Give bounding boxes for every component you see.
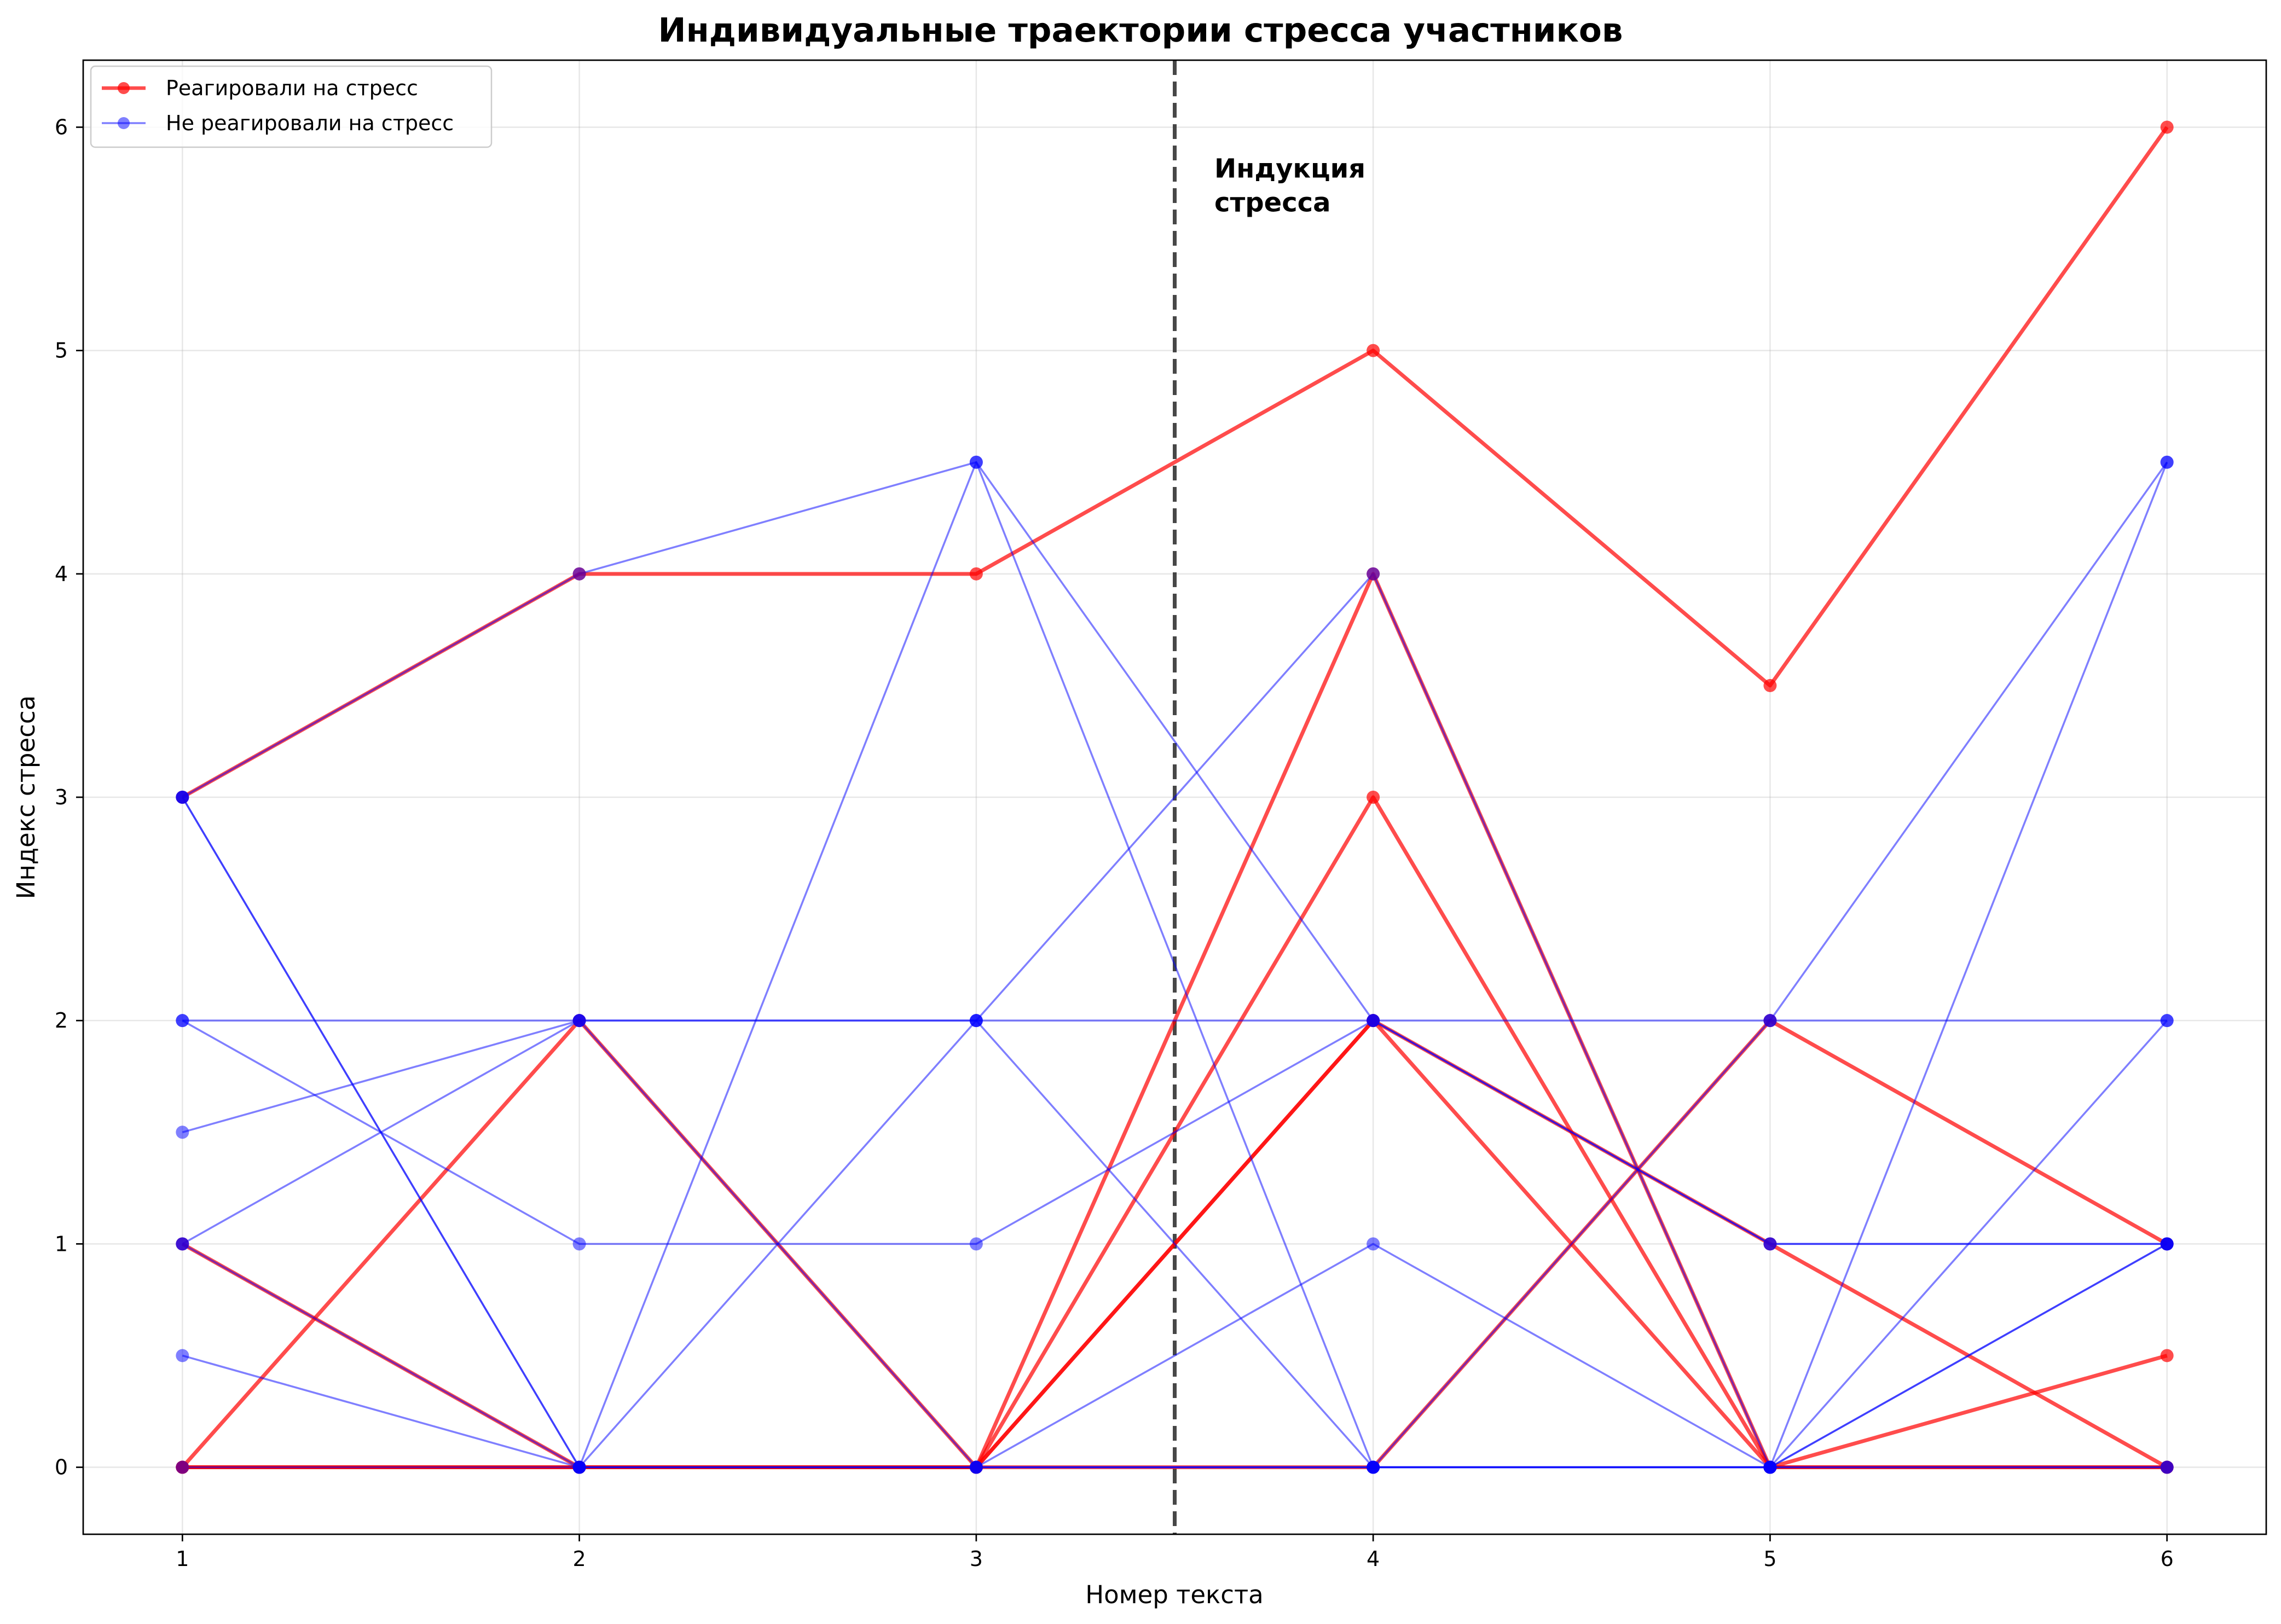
legend: Реагировали на стресс Не реагировали на … bbox=[90, 65, 493, 148]
y-tick-label-4: 4 bbox=[55, 562, 68, 586]
x-tick-label-4: 4 bbox=[1367, 1547, 1380, 1571]
y-tick-label-3: 3 bbox=[55, 785, 68, 809]
non-responder-point-16-2 bbox=[572, 1460, 586, 1474]
non-responder-point-12-3 bbox=[969, 455, 983, 469]
non-responder-point-13-1 bbox=[176, 1014, 189, 1028]
x-tick-label-2: 2 bbox=[572, 1547, 586, 1571]
responder-point-1-3 bbox=[969, 567, 983, 581]
non-responder-point-15-6 bbox=[2160, 1237, 2174, 1251]
non-responder-point-13-3 bbox=[969, 1237, 983, 1251]
non-responder-point-12-1 bbox=[176, 1349, 189, 1362]
non-responder-trajectory-10 bbox=[182, 462, 2168, 1469]
non-responder-point-16-4 bbox=[1367, 1460, 1380, 1474]
legend-label-responders: Реагировали на стресс bbox=[166, 76, 418, 100]
responder-point-1-5 bbox=[1763, 678, 1777, 692]
non-responder-point-14-4 bbox=[1367, 1237, 1380, 1251]
y-tick-label-1: 1 bbox=[55, 1232, 68, 1256]
y-axis-label: Индекс стресса bbox=[11, 695, 40, 899]
non-responder-trajectory-12 bbox=[182, 461, 2168, 1469]
y-tick-label-6: 6 bbox=[55, 115, 68, 139]
legend-marker-non-responders bbox=[118, 117, 130, 129]
non-responder-point-11-2 bbox=[572, 1014, 586, 1028]
legend-label-non-responders: Не реагировали на стресс bbox=[166, 111, 454, 135]
x-axis-ticks: 1 2 3 4 5 6 bbox=[176, 1534, 2174, 1571]
non-responder-point-13-5 bbox=[1763, 1237, 1777, 1251]
non-responder-point-15-1 bbox=[176, 791, 189, 804]
responder-point-4-4 bbox=[1367, 791, 1380, 804]
non-responder-point-16-3 bbox=[969, 1460, 983, 1474]
x-axis-label: Номер текста bbox=[1085, 1580, 1263, 1609]
legend-marker-responders bbox=[118, 82, 130, 94]
annotation-stress-induction: Индукция стресса bbox=[1214, 154, 1365, 218]
y-tick-label-0: 0 bbox=[55, 1455, 68, 1480]
series-points bbox=[176, 120, 2174, 1474]
non-responder-point-11-1 bbox=[176, 1126, 189, 1139]
non-responder-point-16-5 bbox=[1763, 1460, 1777, 1474]
y-axis-ticks: 0 1 2 3 4 5 6 bbox=[55, 115, 83, 1480]
responder-point-3-6 bbox=[2160, 1349, 2174, 1362]
non-responder-point-14-1 bbox=[176, 1237, 189, 1251]
non-responder-trajectory-14 bbox=[182, 1020, 2168, 1469]
non-responder-point-7-2 bbox=[572, 567, 586, 581]
x-tick-label-6: 6 bbox=[2161, 1547, 2174, 1571]
non-responder-point-13-2 bbox=[572, 1237, 586, 1251]
chart-title: Индивидуальные траектории стресса участн… bbox=[658, 11, 1623, 50]
non-responder-point-16-1 bbox=[176, 1460, 189, 1474]
x-tick-label-3: 3 bbox=[970, 1547, 983, 1571]
non-responder-point-12-5 bbox=[1763, 1014, 1777, 1028]
non-responder-point-12-6 bbox=[2160, 455, 2174, 469]
non-responder-trajectory-13 bbox=[182, 1019, 2167, 1245]
legend-box bbox=[90, 65, 493, 148]
y-tick-label-5: 5 bbox=[55, 339, 68, 363]
y-tick-label-2: 2 bbox=[55, 1008, 68, 1033]
x-tick-label-5: 5 bbox=[1763, 1547, 1776, 1571]
series-lines bbox=[181, 126, 2169, 1470]
non-responder-point-15-3 bbox=[969, 1014, 983, 1028]
non-responder-trajectory-15 bbox=[181, 797, 2168, 1469]
non-responder-point-13-4 bbox=[1367, 1014, 1380, 1028]
responder-point-1-4 bbox=[1367, 344, 1380, 357]
responder-point-1-6 bbox=[2160, 120, 2174, 134]
non-responder-point-16-6 bbox=[2160, 1460, 2174, 1474]
non-responder-point-14-6 bbox=[2160, 1014, 2174, 1028]
annotation-line-2: стресса bbox=[1214, 188, 1330, 218]
x-tick-label-1: 1 bbox=[176, 1547, 189, 1571]
non-responder-point-10-4 bbox=[1367, 567, 1380, 581]
annotation-line-1: Индукция bbox=[1214, 154, 1365, 184]
